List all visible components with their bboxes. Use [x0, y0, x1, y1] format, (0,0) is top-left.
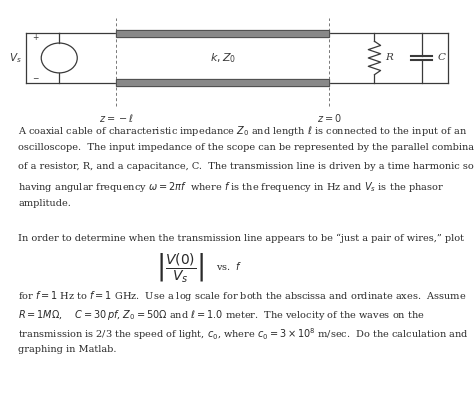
Text: $k, Z_0$: $k, Z_0$: [210, 51, 236, 65]
Text: having angular frequency $\omega = 2\pi f$  where $f$ is the frequency in Hz and: having angular frequency $\omega = 2\pi …: [18, 180, 444, 195]
Text: +: +: [32, 33, 39, 42]
Text: $z = -\ell$: $z = -\ell$: [99, 112, 133, 124]
Text: $R = 1M\Omega$,    $C = 30\,pf$, $Z_0 = 50\Omega$ and $\ell = 1.0$ meter.  The v: $R = 1M\Omega$, $C = 30\,pf$, $Z_0 = 50\…: [18, 308, 425, 322]
Text: vs.  $f$: vs. $f$: [216, 260, 242, 272]
Text: $\left|\dfrac{V(0)}{V_s}\right|$: $\left|\dfrac{V(0)}{V_s}\right|$: [156, 252, 204, 285]
Text: graphing in Matlab.: graphing in Matlab.: [18, 345, 117, 354]
Text: −: −: [32, 74, 39, 83]
Bar: [116, 30, 329, 37]
Text: of a resistor, R, and a capacitance, C.  The transmission line is driven by a ti: of a resistor, R, and a capacitance, C. …: [18, 162, 474, 171]
Text: R: R: [385, 53, 393, 62]
Text: $V_s$: $V_s$: [9, 51, 21, 65]
Text: In order to determine when the transmission line appears to be “just a pair of w: In order to determine when the transmiss…: [18, 234, 464, 243]
Text: $z = 0$: $z = 0$: [317, 112, 342, 124]
Text: C: C: [438, 53, 446, 62]
Text: for $f = 1$ Hz to $f = 1$ GHz.  Use a log scale for both the abscissa and ordina: for $f = 1$ Hz to $f = 1$ GHz. Use a log…: [18, 289, 466, 303]
Bar: [116, 79, 329, 86]
Bar: [116, 30, 329, 37]
Text: A coaxial cable of characteristic impedance $Z_0$ and length $\ell$ is connected: A coaxial cable of characteristic impeda…: [18, 124, 467, 138]
Text: transmission is 2/3 the speed of light, $c_0$, where $c_0 = 3\times10^8$ m/sec. : transmission is 2/3 the speed of light, …: [18, 327, 469, 342]
Bar: [116, 79, 329, 86]
Text: oscilloscope.  The input impedance of the scope can be represented by the parall: oscilloscope. The input impedance of the…: [18, 143, 474, 152]
Text: amplitude.: amplitude.: [18, 199, 71, 208]
